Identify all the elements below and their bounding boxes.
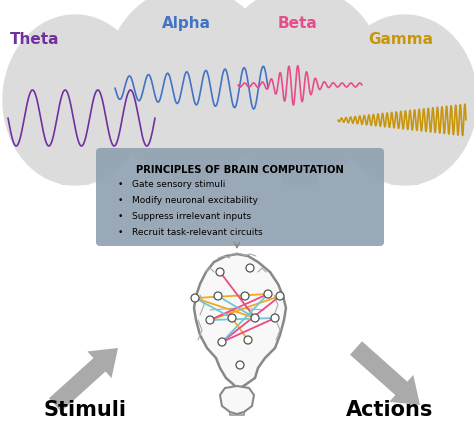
Polygon shape: [350, 341, 420, 405]
Circle shape: [276, 292, 284, 300]
Text: •   Suppress irrelevant inputs: • Suppress irrelevant inputs: [118, 212, 251, 221]
Bar: [283, 140, 318, 185]
Text: Beta: Beta: [278, 16, 318, 31]
Circle shape: [271, 314, 279, 322]
Circle shape: [216, 268, 224, 276]
Text: PRINCIPLES OF BRAIN COMPUTATION: PRINCIPLES OF BRAIN COMPUTATION: [136, 165, 344, 175]
Circle shape: [228, 314, 236, 322]
FancyBboxPatch shape: [96, 148, 384, 246]
Polygon shape: [228, 390, 246, 415]
Circle shape: [218, 338, 226, 346]
Text: Stimuli: Stimuli: [44, 400, 127, 420]
Ellipse shape: [3, 15, 147, 185]
Ellipse shape: [105, 0, 275, 177]
Text: Actions: Actions: [346, 400, 434, 420]
Text: Alpha: Alpha: [162, 16, 211, 31]
Polygon shape: [194, 254, 286, 390]
Circle shape: [214, 292, 222, 300]
Ellipse shape: [215, 0, 385, 177]
Polygon shape: [49, 348, 118, 412]
Text: Gamma: Gamma: [368, 32, 433, 47]
Bar: [61, 140, 89, 185]
Text: Theta: Theta: [10, 32, 60, 47]
Circle shape: [191, 294, 199, 302]
Text: •   Modify neuronal excitability: • Modify neuronal excitability: [118, 196, 258, 205]
Circle shape: [206, 316, 214, 324]
Circle shape: [264, 290, 272, 298]
Text: •   Gate sensory stimuli: • Gate sensory stimuli: [118, 180, 225, 189]
Ellipse shape: [333, 15, 474, 185]
Bar: [391, 140, 419, 185]
Circle shape: [251, 314, 259, 322]
Bar: [173, 140, 208, 185]
Text: •   Recruit task-relevant circuits: • Recruit task-relevant circuits: [118, 228, 263, 237]
Polygon shape: [220, 386, 254, 414]
Circle shape: [246, 264, 254, 272]
Circle shape: [244, 336, 252, 344]
Circle shape: [236, 361, 244, 369]
Circle shape: [241, 292, 249, 300]
